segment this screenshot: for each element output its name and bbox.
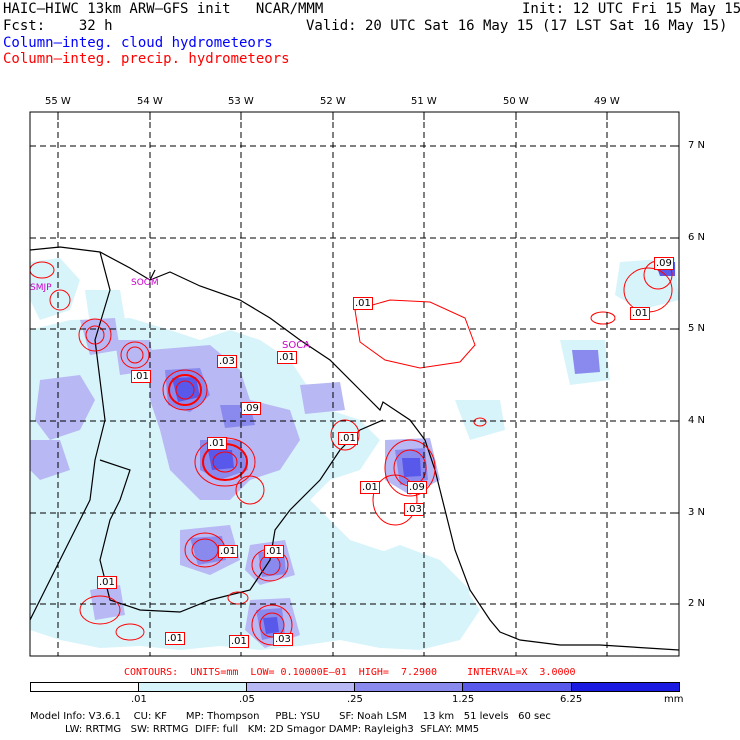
- contour-label: .01: [165, 632, 185, 645]
- lon-label: 55 W: [45, 96, 71, 107]
- contour-label: .01: [277, 351, 297, 364]
- legend-precip: Column–integ. precip. hydrometeors: [3, 51, 290, 67]
- contour-label: .01: [360, 481, 380, 494]
- valid-time: Valid: 20 UTC Sat 16 May 15 (17 LST Sat …: [306, 18, 728, 34]
- init-time: Init: 12 UTC Fri 15 May 15: [522, 1, 740, 17]
- lat-label: 5 N: [688, 323, 706, 334]
- lon-label: 50 W: [503, 96, 529, 107]
- station-label: SMJP: [30, 283, 52, 293]
- lon-label: 52 W: [320, 96, 346, 107]
- lon-label: 49 W: [594, 96, 620, 107]
- forecast-hour: Fcst: 32 h: [3, 18, 113, 34]
- contour-info: CONTOURS: UNITS=mm LOW= 0.10000E–01 HIGH…: [124, 667, 576, 678]
- lat-label: 2 N: [688, 598, 706, 609]
- contour-label: .09: [654, 257, 674, 270]
- colorbar-unit: mm: [664, 694, 684, 705]
- lat-label: 4 N: [688, 415, 706, 426]
- contour-label: .01: [338, 432, 358, 445]
- contour-label: .03: [404, 503, 424, 516]
- contour-label: .01: [97, 576, 117, 589]
- lat-label: 7 N: [688, 140, 706, 151]
- contour-label: .01: [131, 370, 151, 383]
- colorbar-tick: 6.25: [560, 694, 583, 705]
- colorbar-tick: .25: [347, 694, 363, 705]
- shading-layer: [30, 258, 679, 650]
- contour-label: .03: [273, 633, 293, 646]
- map-frame: [29, 111, 680, 657]
- contour-label: .01: [630, 307, 650, 320]
- station-label: SOCA: [282, 340, 311, 351]
- station-label: SOOM: [131, 278, 159, 288]
- model-info-line1: Model Info: V3.6.1 CU: KF MP: Thompson P…: [30, 711, 551, 722]
- colorbar: [30, 682, 680, 692]
- contour-label: .09: [241, 402, 261, 415]
- contour-label: .01: [264, 545, 284, 558]
- contour-label: .09: [407, 481, 427, 494]
- colorbar-tick: 1.25: [452, 694, 475, 705]
- lon-label: 54 W: [137, 96, 163, 107]
- contour-label: .01: [207, 437, 227, 450]
- lon-label: 51 W: [411, 96, 437, 107]
- contour-label: .03: [217, 355, 237, 368]
- colorbar-tick: .01: [131, 694, 147, 705]
- model-info-line2: LW: RRTMG SW: RRTMG DIFF: full KM: 2D Sm…: [30, 724, 480, 735]
- axis-ticks: [57, 112, 679, 605]
- legend-cloud: Column–integ. cloud hydrometeors: [3, 35, 273, 51]
- colorbar-tick: .05: [239, 694, 255, 705]
- lat-lon-grid: [30, 112, 679, 656]
- contour-label: .01: [353, 297, 373, 310]
- contour-label: .01: [229, 635, 249, 648]
- contour-label: .01: [218, 545, 238, 558]
- lat-label: 6 N: [688, 232, 706, 243]
- lon-label: 53 W: [228, 96, 254, 107]
- lat-label: 3 N: [688, 507, 706, 518]
- model-title: HAIC–HIWC 13km ARW–GFS init NCAR/MMM: [3, 1, 324, 17]
